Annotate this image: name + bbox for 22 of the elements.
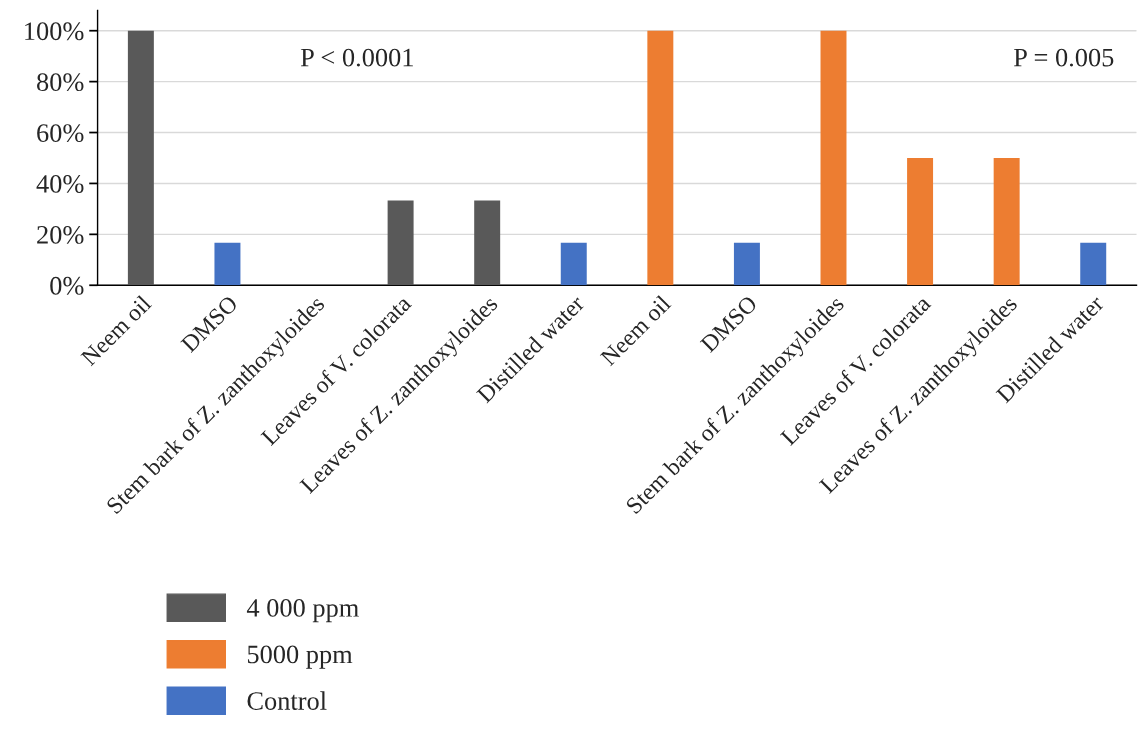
y-tick-label: 20%	[37, 225, 84, 244]
y-tick-label: 60%	[37, 124, 84, 143]
bar	[474, 200, 501, 286]
y-tick-label: 0%	[50, 276, 84, 295]
y-tick-label: 100%	[25, 22, 84, 41]
bar	[993, 157, 1020, 286]
bar	[127, 30, 154, 286]
bar	[214, 242, 241, 286]
annotation: P < 0.0001	[300, 48, 413, 67]
bar	[733, 242, 760, 286]
bar	[387, 200, 414, 286]
legend-label: Control	[247, 691, 327, 710]
y-tick-label: 40%	[36, 175, 84, 193]
bar	[820, 30, 847, 286]
y-tick-label: 80%	[37, 73, 84, 92]
bar	[1080, 242, 1107, 286]
annotation: P = 0.005	[1013, 48, 1114, 67]
bar	[560, 242, 587, 286]
bar	[647, 30, 674, 286]
bar	[907, 157, 934, 286]
legend-label: 5000 ppm	[247, 645, 353, 669]
legend-label: 4 000 ppm	[246, 599, 359, 623]
